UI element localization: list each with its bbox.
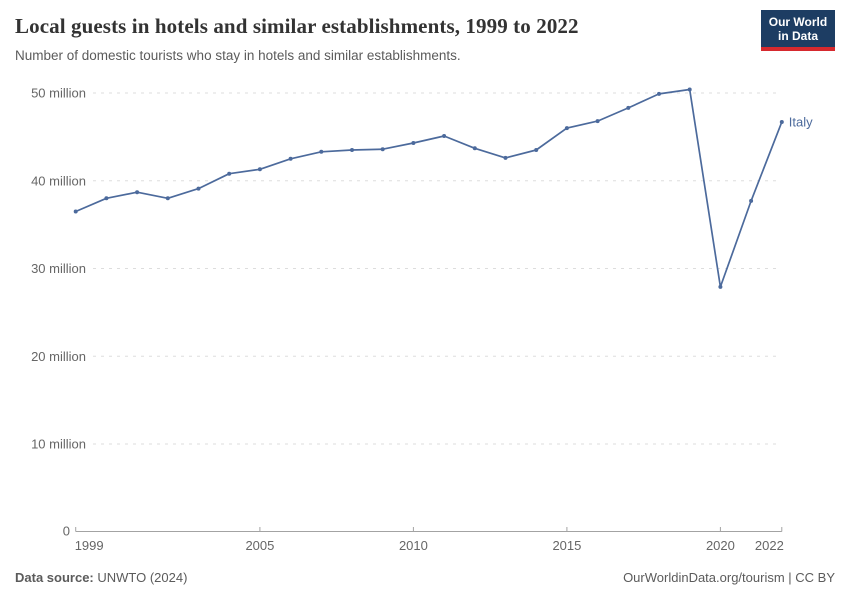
data-point[interactable]	[687, 87, 692, 92]
line-chart[interactable]: 0 10 million 20 million 30 million 40 millio…	[0, 0, 850, 556]
x-axis-tick-label: 2015	[552, 538, 581, 553]
data-point[interactable]	[135, 190, 140, 195]
series-line-italy[interactable]	[74, 88, 783, 288]
x-axis-tick-label: 2020	[706, 538, 735, 553]
data-source-label: Data source:	[15, 570, 94, 585]
data-point[interactable]	[73, 209, 78, 214]
y-axis-tick-label: 0	[63, 524, 70, 539]
data-point[interactable]	[165, 196, 170, 201]
logo-line2: in Data	[777, 29, 818, 44]
data-point[interactable]	[257, 167, 262, 172]
header-text: Local guests in hotels and similar estab…	[15, 14, 579, 63]
logo-line1: Our World	[768, 15, 828, 29]
data-point[interactable]	[288, 156, 293, 161]
y-axis-tick-label: 30 million	[31, 261, 86, 276]
data-point[interactable]	[227, 171, 232, 176]
x-axis-tick-label: 2005	[245, 538, 274, 553]
data-point[interactable]	[472, 146, 477, 151]
data-source: Data source: UNWTO (2024)	[15, 570, 187, 585]
y-axis-tick-label: 50 million	[31, 86, 86, 101]
data-point[interactable]	[196, 186, 201, 191]
data-point[interactable]	[380, 147, 385, 152]
y-axis-tick-label: 40 million	[31, 173, 86, 188]
x-axis-tick-label: 2022	[755, 538, 784, 553]
data-point[interactable]	[104, 196, 109, 201]
chart-header: Local guests in hotels and similar estab…	[15, 10, 835, 63]
data-point[interactable]	[503, 155, 508, 160]
data-point[interactable]	[779, 120, 784, 124]
data-point[interactable]	[749, 198, 754, 203]
data-point[interactable]	[534, 148, 539, 152]
series-label-italy[interactable]: Italy	[789, 114, 813, 129]
y-axis-tick-label: 20 million	[31, 349, 86, 364]
data-point[interactable]	[657, 91, 661, 96]
owid-link[interactable]: OurWorldinData.org/tourism | CC BY	[623, 570, 835, 585]
chart-footer: Data source: UNWTO (2024) OurWorldinData…	[15, 570, 835, 585]
data-point[interactable]	[626, 105, 631, 110]
data-point[interactable]	[350, 148, 354, 152]
page-subtitle: Number of domestic tourists who stay in …	[15, 48, 461, 64]
owid-logo[interactable]: Our World in Data	[761, 10, 835, 52]
x-axis-tick-label: 2010	[399, 538, 428, 553]
x-axis-tick-label: 1999	[75, 538, 104, 553]
data-point[interactable]	[595, 119, 600, 124]
data-point[interactable]	[411, 141, 416, 145]
y-axis-tick-label: 10 million	[31, 437, 86, 452]
data-point[interactable]	[442, 134, 447, 138]
data-point[interactable]	[718, 284, 723, 289]
data-point[interactable]	[319, 149, 324, 154]
data-point[interactable]	[564, 126, 569, 131]
page-title: Local guests in hotels and similar estab…	[15, 14, 579, 38]
data-source-value: UNWTO (2024)	[97, 570, 188, 585]
